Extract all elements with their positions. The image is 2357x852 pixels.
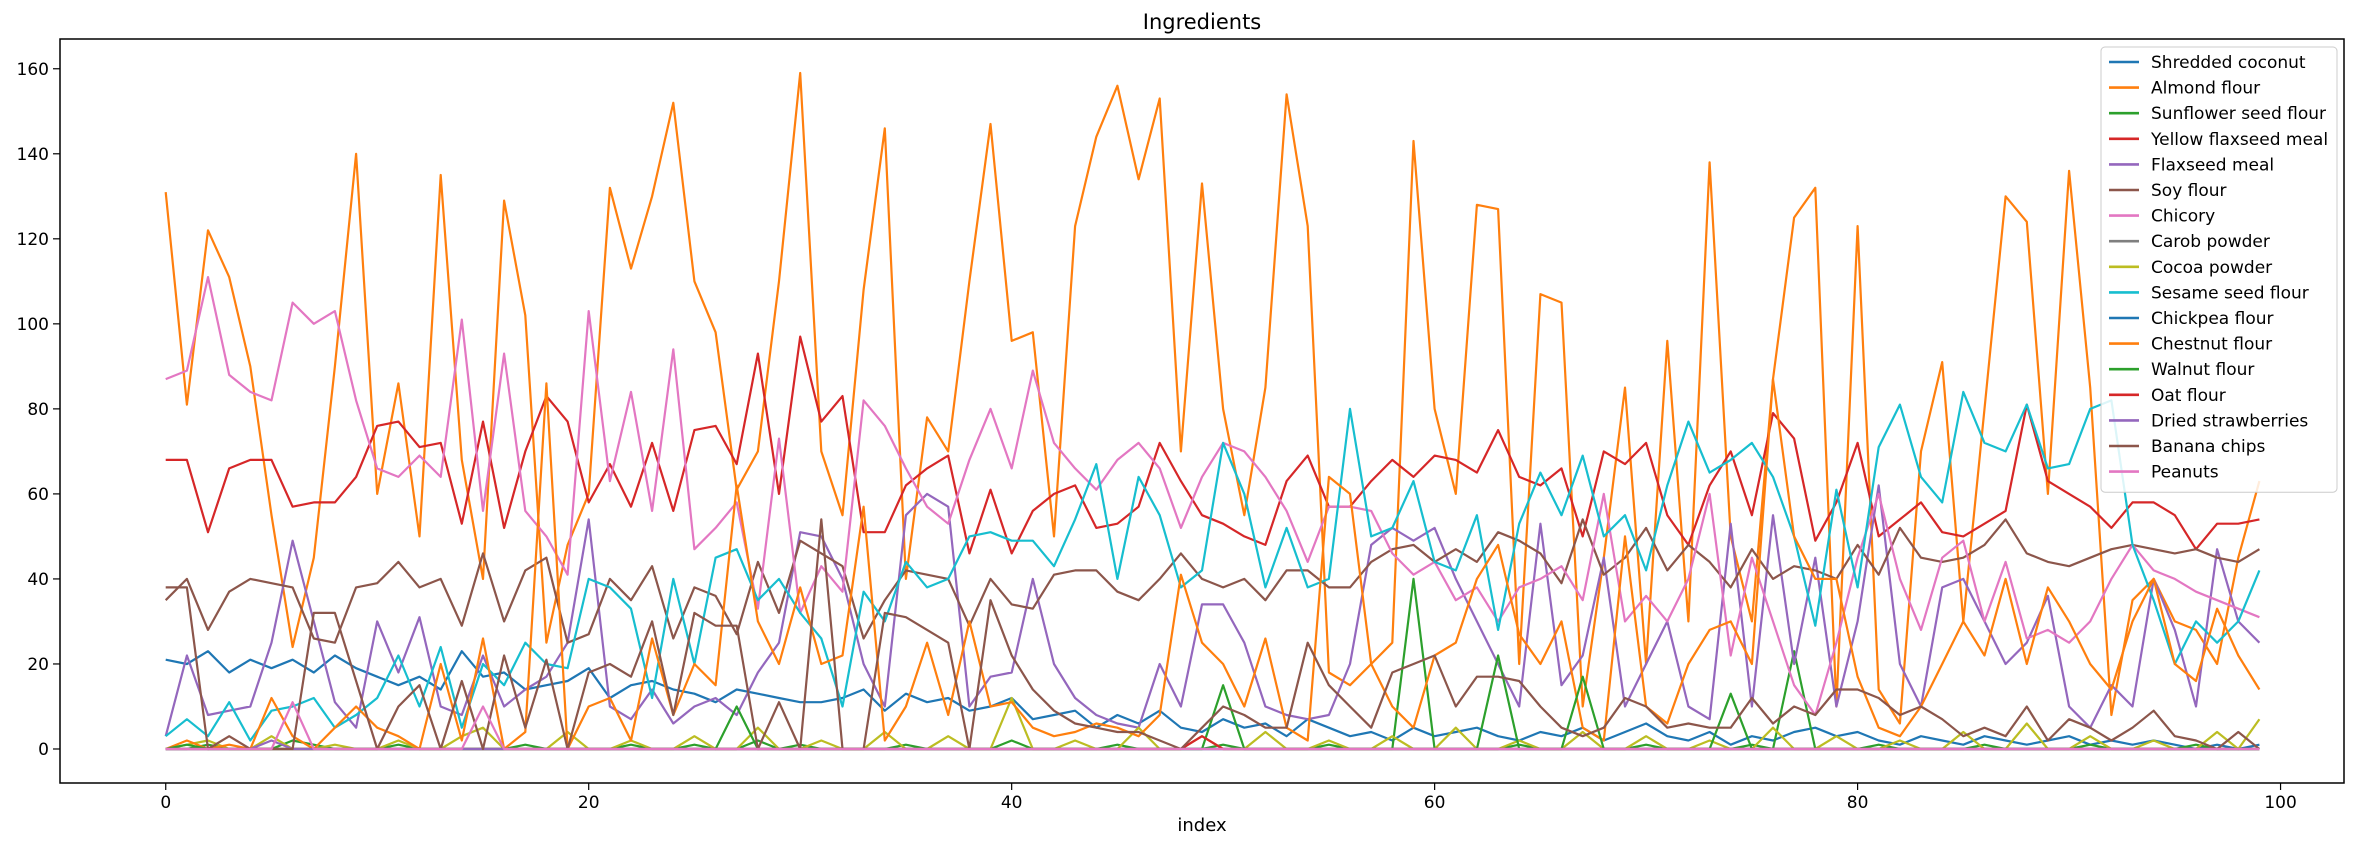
legend-entry-label: Sunflower seed flour: [2151, 104, 2326, 124]
series-line-chicory: [165, 276, 2260, 717]
legend-box: [2100, 46, 2338, 493]
legend-entry-label: Chicory: [2151, 207, 2215, 227]
y-tick-label: 20: [27, 655, 49, 675]
legend: Shredded coconut Almond flour Sunflower se…: [2100, 46, 2338, 493]
series-line-almond-flour: [164, 71, 2261, 725]
y-tick-label: 160: [17, 60, 49, 80]
legend-entry-label: Peanuts: [2151, 463, 2219, 483]
legend-entry-label: Chestnut flour: [2151, 335, 2272, 355]
legend-entry-label: Shredded coconut: [2151, 53, 2306, 73]
x-tick-label: 0: [160, 793, 171, 813]
series-line-sesame-seed-flour: [165, 390, 2261, 742]
legend-entry-label: Chickpea flour: [2151, 309, 2274, 329]
y-tick-label: 0: [38, 740, 49, 760]
series-line-flaxseed-meal: [164, 484, 2261, 737]
x-tick-label: 100: [2264, 793, 2296, 813]
y-tick-label: 40: [27, 570, 49, 590]
y-tick-label: 60: [27, 485, 49, 505]
x-tick-label: 60: [1424, 793, 1446, 813]
legend-entry-label: Cocoa powder: [2151, 258, 2272, 278]
x-axis: 0 20 40 60 80 100: [160, 783, 2297, 813]
x-tick-label: 40: [1001, 793, 1023, 813]
series-line-yellow-flaxseed-meal: [165, 335, 2260, 555]
y-tick-label: 120: [17, 230, 49, 250]
series-line-peanuts: [165, 701, 2260, 751]
series-lines: [164, 71, 2261, 751]
legend-entry-label: Banana chips: [2151, 437, 2266, 457]
y-tick-label: 140: [17, 145, 49, 165]
series-line-soy-flour: [164, 518, 2260, 644]
legend-entry-label: Flaxseed meal: [2151, 155, 2274, 175]
y-tick-label: 80: [27, 400, 49, 420]
legend-entry-label: Almond flour: [2151, 79, 2260, 99]
legend-entry-label: Yellow flaxseed meal: [2150, 130, 2328, 150]
series-line-shredded-coconut: [165, 650, 2260, 751]
x-axis-title: index: [1177, 815, 1227, 836]
legend-entry-label: Soy flour: [2151, 181, 2227, 201]
series-line-chestnut-flour: [165, 378, 2261, 751]
plot-area-frame: [59, 38, 2345, 784]
y-tick-label: 100: [17, 315, 49, 335]
series-line-banana-chips: [165, 518, 2261, 751]
x-tick-label: 20: [578, 793, 600, 813]
legend-entry-label: Carob powder: [2151, 232, 2270, 252]
legend-entry-label: Dried strawberries: [2151, 411, 2308, 431]
legend-entry-label: Oat flour: [2151, 386, 2226, 406]
legend-entry-label: Walnut flour: [2151, 360, 2254, 380]
x-tick-label: 80: [1847, 793, 1869, 813]
y-axis: 0 20 40 60 80 100 120 140 160: [17, 60, 60, 760]
legend-entry-label: Sesame seed flour: [2151, 283, 2309, 303]
chart-title: Ingredients: [1143, 10, 1262, 34]
